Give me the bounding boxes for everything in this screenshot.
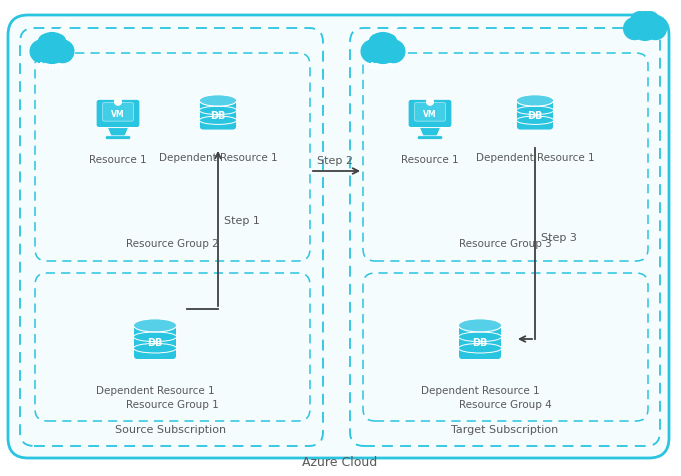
FancyBboxPatch shape: [8, 16, 669, 458]
FancyBboxPatch shape: [415, 103, 445, 122]
Text: VM: VM: [111, 110, 125, 119]
Circle shape: [361, 41, 383, 63]
Circle shape: [114, 99, 121, 106]
Circle shape: [631, 13, 659, 41]
Text: Step 1: Step 1: [224, 216, 260, 226]
Circle shape: [631, 13, 649, 31]
Text: Step 3: Step 3: [541, 233, 577, 243]
FancyBboxPatch shape: [133, 323, 176, 360]
Polygon shape: [389, 21, 402, 35]
Circle shape: [52, 41, 74, 63]
Circle shape: [644, 19, 666, 40]
Polygon shape: [108, 129, 129, 138]
Ellipse shape: [458, 319, 502, 332]
Circle shape: [624, 19, 646, 40]
FancyBboxPatch shape: [516, 99, 554, 131]
Circle shape: [369, 35, 387, 53]
FancyBboxPatch shape: [408, 100, 452, 129]
Text: Dependent Resource 1: Dependent Resource 1: [96, 385, 215, 395]
Text: Dependent Resource 1: Dependent Resource 1: [476, 153, 595, 163]
Circle shape: [383, 41, 405, 63]
Text: Step 2: Step 2: [317, 156, 353, 166]
Text: Target Subscription: Target Subscription: [452, 424, 558, 434]
FancyBboxPatch shape: [200, 99, 237, 131]
Circle shape: [368, 33, 398, 64]
Polygon shape: [419, 129, 441, 138]
Ellipse shape: [200, 96, 237, 107]
Circle shape: [641, 13, 659, 31]
Text: DB: DB: [527, 111, 543, 121]
Text: Dependent Resource 1: Dependent Resource 1: [421, 385, 539, 395]
FancyBboxPatch shape: [102, 103, 133, 122]
Text: Resource Group 2: Resource Group 2: [125, 238, 219, 248]
Text: Azure: Azure: [38, 62, 65, 71]
FancyBboxPatch shape: [96, 100, 140, 129]
Circle shape: [38, 35, 56, 53]
FancyBboxPatch shape: [417, 137, 443, 140]
Circle shape: [37, 33, 67, 64]
Circle shape: [30, 41, 52, 63]
Text: Resource Group 4: Resource Group 4: [458, 399, 552, 409]
Text: Resource Group 3: Resource Group 3: [458, 238, 552, 248]
Text: Resource Group 1: Resource Group 1: [125, 399, 219, 409]
Ellipse shape: [133, 319, 176, 332]
Text: DB: DB: [473, 338, 488, 348]
Text: Azure Cloud: Azure Cloud: [302, 455, 378, 468]
Circle shape: [426, 99, 433, 106]
Text: VM: VM: [423, 110, 437, 119]
Text: Azure: Azure: [369, 62, 397, 71]
Text: Resource 1: Resource 1: [89, 155, 147, 165]
Circle shape: [48, 35, 66, 53]
FancyBboxPatch shape: [458, 323, 502, 360]
Polygon shape: [58, 21, 72, 35]
FancyBboxPatch shape: [105, 137, 131, 140]
Text: DB: DB: [147, 338, 163, 348]
Text: DB: DB: [210, 111, 225, 121]
Ellipse shape: [516, 96, 554, 107]
Text: Dependent Resource 1: Dependent Resource 1: [159, 153, 277, 163]
Text: Resource 1: Resource 1: [401, 155, 459, 165]
Text: Source Subscription: Source Subscription: [116, 424, 227, 434]
Circle shape: [379, 35, 397, 53]
